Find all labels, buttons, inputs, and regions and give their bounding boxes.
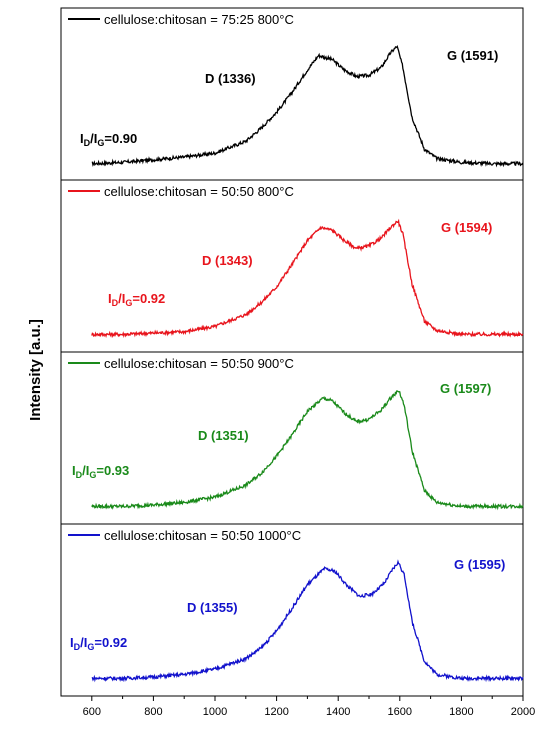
y-axis-label: Intensity [a.u.] <box>27 319 44 421</box>
x-tick-label: 800 <box>144 706 162 718</box>
x-tick-label: 1400 <box>326 706 350 718</box>
panel-3: cellulose:chitosan = 50:50 900°C D (1351)… <box>60 351 524 525</box>
spectrum-line <box>91 559 524 683</box>
x-tick-label: 1000 <box>203 706 227 718</box>
panel-group: cellulose:chitosan = 75:25 800°C D (1336)… <box>60 7 524 697</box>
legend-label: cellulose:chitosan = 50:50 1000°C <box>104 528 301 543</box>
g-band-label: G (1597) <box>440 381 491 396</box>
spectrum-line <box>91 44 524 168</box>
panel-2: cellulose:chitosan = 50:50 800°C D (1343)… <box>60 179 524 353</box>
x-tick-label: 1600 <box>388 706 412 718</box>
x-tick-label: 600 <box>83 706 101 718</box>
id-ig-ratio: ID/IG=0.90 <box>80 131 137 148</box>
x-tick-label: 2000 <box>511 706 535 718</box>
spectrum-line <box>91 218 524 339</box>
id-ig-ratio: ID/IG=0.92 <box>108 291 165 308</box>
d-band-label: D (1343) <box>202 253 253 268</box>
d-band-label: D (1351) <box>198 428 249 443</box>
panel-frame <box>60 523 524 697</box>
g-band-label: G (1591) <box>447 48 498 63</box>
spectrum-line <box>91 390 524 511</box>
legend-label: cellulose:chitosan = 75:25 800°C <box>104 12 294 27</box>
panel-1: cellulose:chitosan = 75:25 800°C D (1336)… <box>60 7 524 181</box>
d-band-label: D (1336) <box>205 71 256 86</box>
d-band-label: D (1355) <box>187 600 238 615</box>
g-band-label: G (1595) <box>454 557 505 572</box>
legend-label: cellulose:chitosan = 50:50 900°C <box>104 356 294 371</box>
id-ig-ratio: ID/IG=0.93 <box>72 463 129 480</box>
x-tick-label: 1200 <box>264 706 288 718</box>
x-axis: 600 800 1000 1200 1400 1600 1800 2000 <box>83 696 535 718</box>
x-tick-label: 1800 <box>449 706 473 718</box>
g-band-label: G (1594) <box>441 220 492 235</box>
panel-4: cellulose:chitosan = 50:50 1000°C D (1355… <box>60 523 524 697</box>
id-ig-ratio: ID/IG=0.92 <box>70 635 127 652</box>
legend-label: cellulose:chitosan = 50:50 800°C <box>104 184 294 199</box>
